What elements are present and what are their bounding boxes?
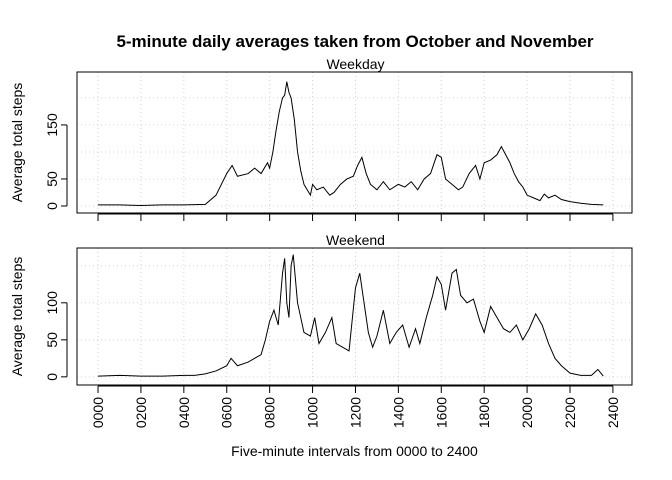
panel-title: Weekend <box>326 232 385 248</box>
x-tick-label: 2200 <box>562 397 578 428</box>
x-tick-label: 0200 <box>133 397 149 428</box>
chart-title: 5-minute daily averages taken from Octob… <box>116 32 593 51</box>
x-tick-label: 1800 <box>476 397 492 428</box>
x-tick-label: 0000 <box>90 397 106 428</box>
y-tick-label: 50 <box>44 171 60 187</box>
x-tick-label: 0800 <box>262 397 278 428</box>
y-tick-label: 0 <box>44 202 60 210</box>
y-tick-label: 50 <box>44 332 60 348</box>
x-tick-label: 0400 <box>176 397 192 428</box>
x-tick-label: 2000 <box>519 397 535 428</box>
x-axis-label: Five-minute intervals from 0000 to 2400 <box>231 443 478 459</box>
data-line <box>98 81 604 206</box>
x-tick-label: 0600 <box>219 397 235 428</box>
panel-title: Weekday <box>326 56 384 72</box>
x-tick-label: 2400 <box>605 397 621 428</box>
y-tick-label: 0 <box>44 373 60 381</box>
plot-frame <box>76 247 633 386</box>
plot-frame <box>76 71 633 214</box>
y-axis-label: Average total steps <box>9 257 25 377</box>
x-tick-label: 1400 <box>390 397 406 428</box>
x-tick-label: 1200 <box>347 397 363 428</box>
data-line <box>98 254 604 377</box>
x-tick-label: 1600 <box>433 397 449 428</box>
y-tick-label: 150 <box>44 113 60 137</box>
y-axis-label: Average total steps <box>9 83 25 203</box>
y-tick-label: 100 <box>44 291 60 315</box>
x-tick-label: 1000 <box>305 397 321 428</box>
